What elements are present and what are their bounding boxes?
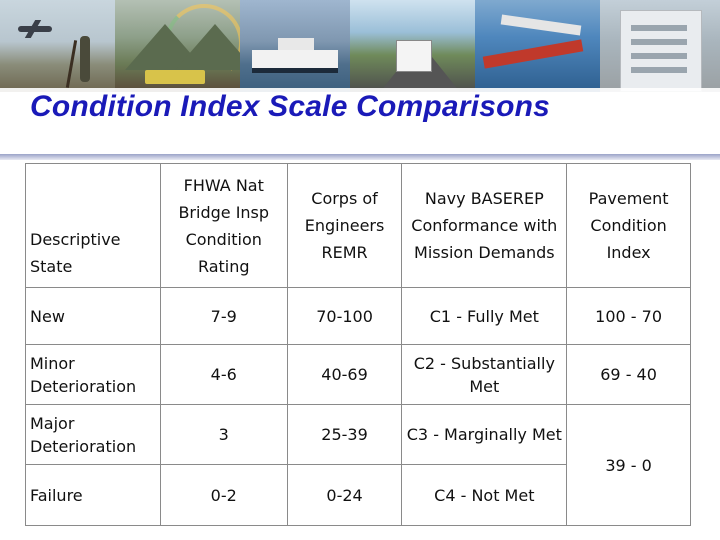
- table-header-row: Descriptive State FHWA Nat Bridge Insp C…: [25, 163, 691, 288]
- ferry-photo: [240, 0, 350, 92]
- aircraft-photo: [475, 0, 600, 92]
- cell-remr: 0-24: [286, 464, 403, 526]
- aircraft-shape: [500, 14, 582, 36]
- page-title: Condition Index Scale Comparisons: [30, 90, 551, 123]
- header-pci: Pavement Condition Index: [566, 163, 691, 288]
- cell-fhwa: 7-9: [159, 287, 288, 345]
- table-row: New 7-9 70-100 C1 - Fully Met 100 - 70: [25, 287, 691, 345]
- table-row: Major Deterioration 3 25-39 C3 - Margina…: [25, 404, 691, 526]
- table-row: Failure 0-2 0-24 C4 - Not Met: [25, 464, 691, 526]
- road-crew-shape: [145, 70, 205, 84]
- comparison-table: Descriptive State FHWA Nat Bridge Insp C…: [25, 163, 691, 526]
- cell-navy: C1 - Fully Met: [401, 287, 568, 345]
- cell-state: Minor Deterioration: [25, 344, 161, 405]
- cell-fhwa: 0-2: [159, 464, 288, 526]
- header-remr: Corps of Engineers REMR: [286, 163, 403, 288]
- road-work-photo: [115, 0, 240, 92]
- cell-navy: C2 - Substantially Met: [401, 344, 568, 405]
- header-fhwa: FHWA Nat Bridge Insp Condition Rating: [159, 163, 288, 288]
- building-photo: [600, 0, 720, 92]
- survey-photo: [0, 0, 115, 92]
- cell-fhwa: 3: [159, 404, 288, 465]
- building-shape: [620, 10, 702, 92]
- truck-shape: [396, 40, 432, 72]
- cell-state: New: [25, 287, 161, 345]
- cell-fhwa: 4-6: [159, 344, 288, 405]
- title-band: [0, 88, 720, 154]
- truck-highway-photo: [350, 0, 475, 92]
- cell-navy: C3 - Marginally Met: [401, 404, 568, 465]
- header-navy: Navy BASEREP Conformance with Mission De…: [401, 163, 568, 288]
- cell-remr: 40-69: [286, 344, 403, 405]
- mountain-shape: [175, 24, 240, 70]
- ferry-ship-shape: [252, 38, 338, 73]
- aircraft-shape: [482, 39, 584, 69]
- cell-state: Major Deterioration: [25, 404, 161, 465]
- header-descriptive-state: Descriptive State: [25, 163, 161, 288]
- table-row: Minor Deterioration 4-6 40-69 C2 - Subst…: [25, 344, 691, 405]
- surveyor-figure: [80, 36, 90, 82]
- cell-remr: 25-39: [286, 404, 403, 465]
- airplane-icon: [18, 26, 52, 32]
- cell-pci: 100 - 70: [566, 287, 691, 345]
- cell-state: Failure: [25, 464, 161, 526]
- cell-navy: C4 - Not Met: [401, 464, 568, 526]
- cell-remr: 70-100: [286, 287, 403, 345]
- title-divider: [0, 154, 720, 160]
- tripod-icon: [65, 40, 78, 88]
- cell-pci: 39 - 0: [566, 404, 691, 526]
- cell-pci: 69 - 40: [566, 344, 691, 405]
- photo-banner: [0, 0, 720, 92]
